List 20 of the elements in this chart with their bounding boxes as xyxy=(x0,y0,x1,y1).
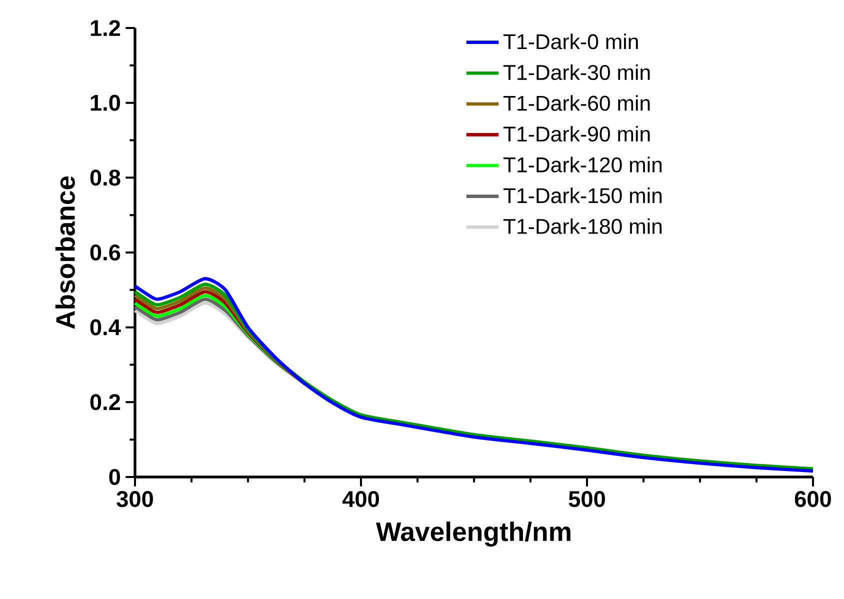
x-tick-label: 600 xyxy=(794,491,831,508)
legend-label: T1-Dark-30 min xyxy=(503,64,650,80)
y-tick-label: 1.0 xyxy=(90,94,120,111)
x-tick-label: 500 xyxy=(568,491,605,508)
legend-label: T1-Dark-0 min xyxy=(503,34,638,50)
legend-label: T1-Dark-90 min xyxy=(503,126,650,142)
y-tick-label: 0.6 xyxy=(90,244,120,261)
legend-label: T1-Dark-180 min xyxy=(503,218,662,234)
legend-label: T1-Dark-60 min xyxy=(503,95,650,111)
y-axis-title: Absorbance xyxy=(55,176,75,329)
legend-label: T1-Dark-150 min xyxy=(503,188,662,204)
y-tick-label: 0.2 xyxy=(90,394,120,410)
x-tick-label: 300 xyxy=(116,491,153,508)
x-tick-label: 400 xyxy=(342,491,379,508)
x-axis-title: Wavelength/nm xyxy=(376,522,570,547)
y-tick-label: 0.8 xyxy=(90,170,120,186)
y-tick-label: 0 xyxy=(109,468,120,486)
y-tick-label: 0.4 xyxy=(90,319,121,336)
y-tick-label: 1.2 xyxy=(90,20,120,36)
legend-label: T1-Dark-120 min xyxy=(503,156,662,172)
